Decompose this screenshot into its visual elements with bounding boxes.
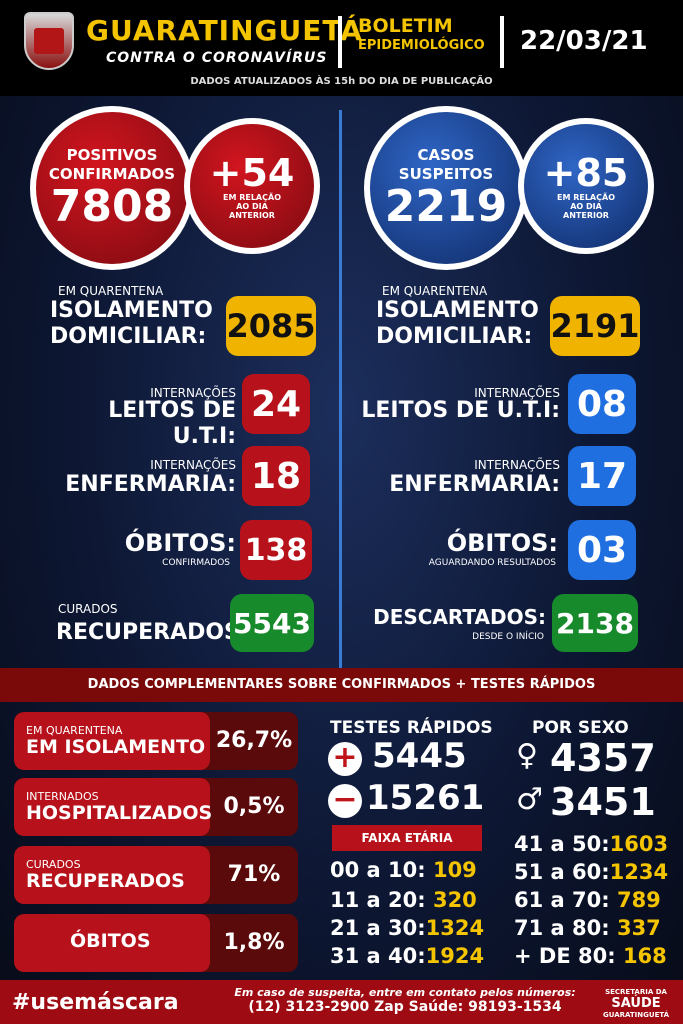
cur-small-label: CURADOS [58,602,118,616]
right-desc-value: 2138 [552,594,638,652]
left-uti-value: 24 [242,374,310,434]
bulletin-date: 22/03/21 [520,26,648,56]
iso-label: ISOLAMENTO DOMICILIAR: [50,298,213,349]
left-cur-value: 5543 [230,594,314,652]
sex-male: 3451 [550,780,656,824]
age-row: 31 a 40:1924 [330,944,485,968]
tests-positive: 5445 [372,736,467,776]
pill-deaths: ÓBITOS 1,8% [14,914,298,972]
age-row: 61 a 70: 789 [514,888,661,912]
uti-label: LEITOS DE U.T.I: [108,398,236,449]
male-icon: ♂ [516,782,543,817]
pill-isolation: EM QUARENTENA EM ISOLAMENTO 26,7% [14,712,298,770]
suspected-circle: CASOS SUSPEITOS 2219 [364,106,528,270]
age-row: 71 a 80: 337 [514,916,661,940]
right-obitos-value: 03 [568,520,636,580]
update-note: DADOS ATUALIZADOS ÀS 15h DO DIA DE PUBLI… [190,76,493,87]
bulletin-title: BOLETIM EPIDEMIOLÓGICO [358,15,485,53]
plus-icon: + [328,742,362,776]
enf-small-label: INTERNAÇÕES [474,458,560,472]
left-obitos-value: 138 [240,520,312,580]
desc-small-label: DESDE O INÍCIO [472,632,544,642]
right-enf-value: 17 [568,446,636,506]
confirmed-delta: +54 [209,150,295,195]
divider [338,16,342,68]
hashtag: #usemáscara [12,990,179,1015]
female-icon: ♀ [516,738,538,773]
suspected-value: 2219 [384,181,508,232]
uti-label: LEITOS DE U.T.I: [361,398,560,423]
center-divider [339,110,342,670]
city-crest-icon [24,12,74,70]
age-row: 41 a 50:1603 [514,832,669,856]
confirmed-delta-circle: +54 EM RELAÇÃO AO DIA ANTERIOR [184,118,320,254]
confirmed-value: 7808 [50,181,174,232]
pill-recovered: CURADOS RECUPERADOS 71% [14,846,298,904]
subtitle: CONTRA O CORONAVÍRUS [106,50,328,66]
cur-label: RECUPERADOS: [56,620,249,645]
sex-female: 4357 [550,736,656,780]
tests-negative: 15261 [366,778,485,818]
left-enf-value: 18 [242,446,310,506]
obitos-label: ÓBITOS: [124,529,236,557]
enf-small-label: INTERNAÇÕES [150,458,236,472]
age-title: FAIXA ETÁRIA [332,825,482,851]
contact-info: Em caso de suspeita, entre em contato pe… [234,986,576,1015]
obitos-small-label: AGUARDANDO RESULTADOS [428,558,556,568]
pill-hospitalized: INTERNADOS HOSPITALIZADOS 0,5% [14,778,298,836]
footer [0,980,683,1024]
age-row: 21 a 30:1324 [330,916,485,940]
enf-label: ENFERMARIA: [389,472,560,497]
iso-small-label: EM QUARENTENA [58,284,164,298]
sex-title: POR SEXO [532,718,629,738]
obitos-small-label: CONFIRMADOS [162,558,230,568]
uti-small-label: INTERNAÇÕES [150,386,236,400]
enf-label: ENFERMARIA: [65,472,236,497]
age-row: 11 a 20: 320 [330,888,477,912]
suspected-delta-circle: +85 EM RELAÇÃO AO DIA ANTERIOR [518,118,654,254]
right-iso-value: 2191 [550,296,640,356]
iso-label: ISOLAMENTO DOMICILIAR: [376,298,539,349]
age-row: + DE 80: 168 [514,944,667,968]
confirmed-circle: POSITIVOS CONFIRMADOS 7808 [30,106,194,270]
health-secretary-logo: SECRETARIA DA SAÚDE GUARATINGUETÁ [603,988,669,1019]
complementary-banner: DADOS COMPLEMENTARES SOBRE CONFIRMADOS +… [0,668,683,702]
desc-label: DESCARTADOS: [373,605,546,629]
age-row: 51 a 60:1234 [514,860,669,884]
divider [500,16,504,68]
age-row: 00 a 10: 109 [330,858,477,882]
left-iso-value: 2085 [226,296,316,356]
obitos-label: ÓBITOS: [446,529,558,557]
uti-small-label: INTERNAÇÕES [474,386,560,400]
right-uti-value: 08 [568,374,636,434]
city-title: GUARATINGUETÁ [86,14,363,47]
tests-title: TESTES RÁPIDOS [330,718,493,738]
iso-small-label: EM QUARENTENA [382,284,488,298]
minus-icon: − [328,784,362,818]
suspected-delta: +85 [543,150,629,195]
